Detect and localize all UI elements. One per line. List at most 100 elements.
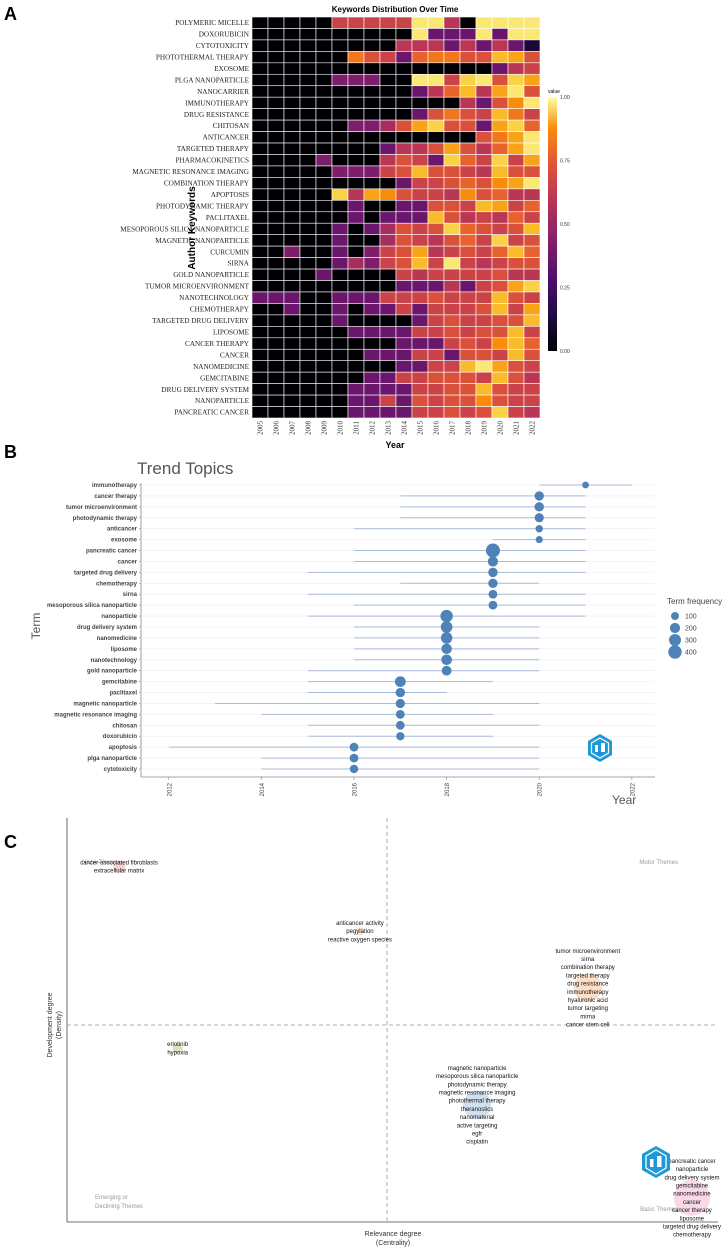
heatmap-cell [508, 74, 524, 85]
heatmap-cell [460, 326, 476, 337]
heatmap-cell [300, 17, 316, 28]
heatmap-cell [508, 384, 524, 395]
heatmap-cell [348, 212, 364, 223]
trend-x-ticks: 2012 2014 2016 2018 2020 2022 [167, 777, 636, 796]
size-legend-symbol [671, 612, 679, 620]
heatmap-cell [508, 17, 524, 28]
heatmap-cell [300, 315, 316, 326]
heatmap-cell [428, 28, 444, 39]
heatmap-cell [396, 40, 412, 51]
theme-term-label: magnetic nanoparticle [448, 1066, 507, 1072]
heatmap-cell [252, 246, 268, 257]
trend-x-axis-title: Year [612, 793, 636, 807]
heatmap-cell [300, 166, 316, 177]
heatmap-cell [252, 40, 268, 51]
heatmap-cell [332, 200, 348, 211]
heatmap-cell [316, 269, 332, 280]
heatmap-cell [316, 349, 332, 360]
heatmap-cell [300, 281, 316, 292]
heatmap-cell [332, 189, 348, 200]
heatmap-cell [284, 395, 300, 406]
heatmap-cell [364, 132, 380, 143]
heatmap-cell [412, 269, 428, 280]
heatmap-row-label: SIRNA [227, 260, 249, 268]
heatmap-cell [428, 97, 444, 108]
heatmap-cell [412, 361, 428, 372]
heatmap-cell [524, 246, 540, 257]
heatmap-cell [524, 361, 540, 372]
heatmap-cell [380, 17, 396, 28]
heatmap-cell [476, 338, 492, 349]
heatmap-cell [268, 86, 284, 97]
heatmap-cell [284, 258, 300, 269]
heatmap-cell [412, 74, 428, 85]
heatmap-cell [348, 246, 364, 257]
heatmap-cell [348, 338, 364, 349]
heatmap-cell [524, 235, 540, 246]
heatmap-cell [284, 86, 300, 97]
heatmap-cell [300, 361, 316, 372]
panel-letter-c: C [4, 832, 17, 852]
heatmap-cell [444, 315, 460, 326]
heatmap-cell [476, 17, 492, 28]
heatmap-cell [268, 292, 284, 303]
heatmap-cell [492, 120, 508, 131]
heatmap-cell [284, 372, 300, 383]
heatmap-cell [460, 212, 476, 223]
trend-point [440, 610, 452, 622]
heatmap-cell [428, 189, 444, 200]
heatmap-cell [316, 28, 332, 39]
heatmap-cell [460, 40, 476, 51]
heatmap-cell [428, 109, 444, 120]
heatmap-cell [444, 246, 460, 257]
heatmap-cell [316, 292, 332, 303]
heatmap-cell [380, 223, 396, 234]
heatmap-row-label: MESOPOROUS SILICA NANOPARTICLE [120, 225, 249, 233]
heatmap-cell [268, 258, 284, 269]
heatmap-cell [428, 154, 444, 165]
theme-term-label: targeted therapy [566, 973, 610, 979]
size-legend-symbol [668, 645, 681, 658]
heatmap-cell [476, 51, 492, 62]
heatmap-cell [476, 132, 492, 143]
heatmap-cell [444, 189, 460, 200]
heatmap-cell [348, 326, 364, 337]
trend-term-label: drug delivery system [77, 625, 137, 631]
heatmap-row-label: NANOPARTICLE [195, 397, 250, 405]
heatmap-cell [268, 177, 284, 188]
heatmap-cell [444, 372, 460, 383]
heatmap-column-label: 2017 [449, 421, 457, 436]
heatmap-cell [428, 120, 444, 131]
heatmap-cell [476, 28, 492, 39]
heatmap-cell [492, 109, 508, 120]
heatmap-cell [268, 281, 284, 292]
heatmap-cell [492, 281, 508, 292]
heatmap-cell [412, 51, 428, 62]
theme-term-label: hypoxia [167, 1050, 188, 1056]
watermark-logo [642, 1146, 670, 1178]
heatmap-cell [332, 315, 348, 326]
heatmap-cell [444, 303, 460, 314]
heatmap-row-label: TARGETED DRUG DELIVERY [152, 317, 250, 325]
heatmap-cell [396, 223, 412, 234]
heatmap-cell [284, 189, 300, 200]
heatmap-column-label: 2007 [289, 421, 297, 436]
heatmap-cell [460, 166, 476, 177]
heatmap-cell [476, 303, 492, 314]
trend-term-label: paclitaxel [110, 691, 138, 697]
heatmap-cell [444, 338, 460, 349]
heatmap-cell [508, 166, 524, 177]
heatmap-cell [316, 74, 332, 85]
heatmap-cell [316, 338, 332, 349]
heatmap-cell [492, 361, 508, 372]
heatmap-row-label: DRUG DELIVERY SYSTEM [161, 386, 249, 394]
trend-point [535, 502, 544, 511]
heatmap-cell [412, 315, 428, 326]
heatmap-cell [412, 303, 428, 314]
trend-term-label: mesoporous silica nanoparticle [47, 603, 138, 609]
heatmap-row-label: POLYMERIC MICELLE [175, 19, 249, 27]
heatmap-cell [380, 372, 396, 383]
trend-point [535, 513, 544, 522]
heatmap-cell [444, 177, 460, 188]
heatmap-cell [348, 372, 364, 383]
